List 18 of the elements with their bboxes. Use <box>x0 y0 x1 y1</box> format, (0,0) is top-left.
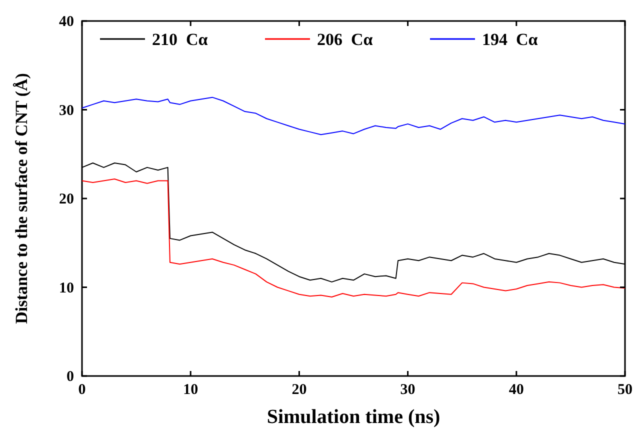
y-tick-label: 40 <box>59 14 74 30</box>
y-axis-title: Distance to the surface of CNT (Å) <box>12 73 31 324</box>
y-tick-label: 10 <box>59 280 74 296</box>
legend-label: 194 Cα <box>482 30 538 49</box>
x-tick-label: 0 <box>78 382 86 398</box>
y-tick-label: 20 <box>59 192 74 208</box>
x-tick-label: 20 <box>292 382 307 398</box>
x-tick-label: 30 <box>400 382 416 398</box>
x-tick-label: 50 <box>618 382 632 398</box>
y-tick-label: 0 <box>66 369 74 385</box>
line-series <box>82 178 626 298</box>
line-series <box>82 96 626 136</box>
x-tick-label: 40 <box>508 382 524 398</box>
legend-label: 210 Cα <box>152 30 208 49</box>
legend-label: 206 Cα <box>317 30 374 49</box>
y-tick-label: 30 <box>59 102 74 119</box>
x-tick-label: 10 <box>183 382 198 398</box>
x-axis-title: Simulation time (ns) <box>266 406 440 428</box>
